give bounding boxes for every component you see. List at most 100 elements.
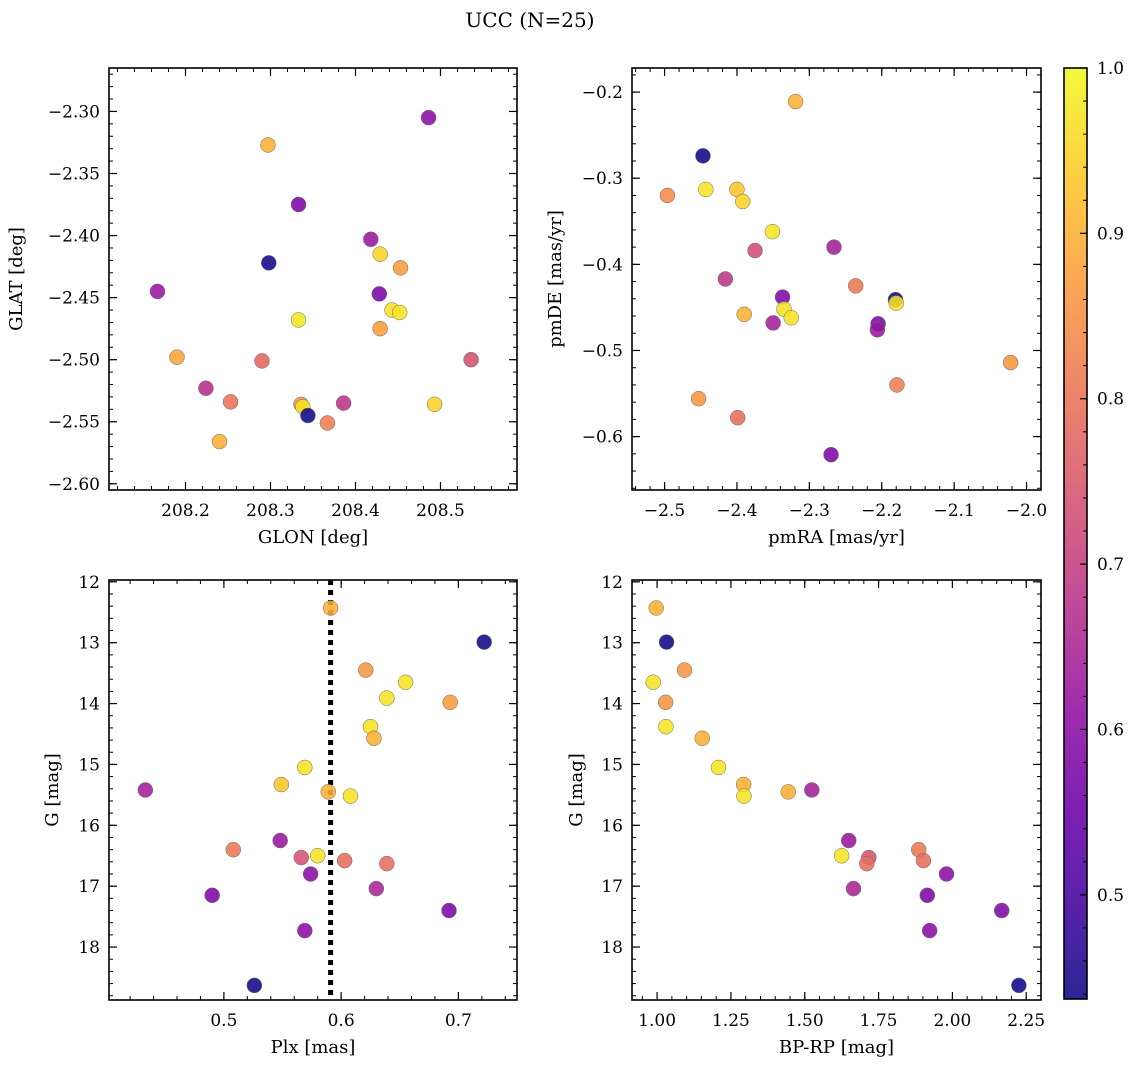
data-point xyxy=(690,390,707,407)
data-point xyxy=(889,377,905,393)
y-tick-label: −2.35 xyxy=(48,165,100,185)
x-tick-label: 2.00 xyxy=(933,1011,971,1031)
data-point xyxy=(658,634,675,650)
data-point xyxy=(915,852,932,869)
data-point xyxy=(273,776,290,793)
scatter-points xyxy=(137,600,492,994)
x-tick-label: −2.0 xyxy=(1006,501,1047,521)
x-tick-label: −2.3 xyxy=(789,501,830,521)
data-point xyxy=(358,662,374,678)
x-tick-label: 1.50 xyxy=(786,1011,824,1031)
data-point xyxy=(379,690,395,706)
y-tick-label: 16 xyxy=(601,816,623,836)
y-tick-label: −0.4 xyxy=(582,255,623,275)
x-tick-label: −2.1 xyxy=(933,501,974,521)
axes-frame xyxy=(108,67,518,491)
data-point xyxy=(919,887,936,904)
data-point xyxy=(764,223,781,240)
data-point xyxy=(320,784,336,800)
data-point xyxy=(823,446,839,463)
data-point xyxy=(648,600,664,616)
x-axis-label: GLON [deg] xyxy=(258,527,368,548)
colorbar-tick-label: 0.8 xyxy=(1097,390,1124,410)
x-tick-label: 1.25 xyxy=(712,1011,750,1031)
data-point xyxy=(888,295,904,311)
scatter-points xyxy=(149,109,479,450)
data-point xyxy=(826,239,842,255)
data-point xyxy=(319,415,336,431)
x-tick-label: 1.75 xyxy=(860,1011,898,1031)
data-point xyxy=(729,409,746,426)
data-point xyxy=(717,271,734,287)
x-tick-label: 0.5 xyxy=(210,1011,237,1031)
colorbar-gradient xyxy=(1064,68,1087,999)
data-point xyxy=(710,759,727,776)
y-tick-label: −0.3 xyxy=(582,169,623,189)
data-point xyxy=(198,380,214,396)
data-point xyxy=(302,866,319,882)
y-axis-label: pmDE [mas/yr] xyxy=(545,210,566,348)
y-tick-label: 17 xyxy=(601,877,623,897)
data-point xyxy=(783,310,800,326)
y-tick-label: 16 xyxy=(78,816,100,836)
x-tick-label: 208.5 xyxy=(416,501,465,521)
data-point xyxy=(938,866,955,882)
data-point xyxy=(379,855,395,872)
y-tick-label: 13 xyxy=(78,634,100,654)
data-point xyxy=(290,196,307,213)
colorbar: 0.5 0.6 0.7 0.8 0.9 1.0 xyxy=(1063,59,1124,1000)
x-tick-label: 1.00 xyxy=(638,1011,676,1031)
colorbar-tick-label: 1.0 xyxy=(1097,59,1124,79)
axes-frame xyxy=(108,579,518,1001)
data-point xyxy=(204,887,220,904)
y-tick-label: 12 xyxy=(78,573,100,593)
data-point xyxy=(645,674,662,691)
data-point xyxy=(322,600,339,616)
data-point xyxy=(841,832,857,849)
data-point xyxy=(658,718,674,735)
y-tick-label: −0.5 xyxy=(582,341,623,361)
data-point xyxy=(441,902,457,919)
data-point xyxy=(368,880,385,897)
data-point xyxy=(657,694,674,711)
data-point xyxy=(397,674,414,691)
data-point xyxy=(1002,354,1019,371)
axes-frame xyxy=(631,579,1042,1001)
y-tick-label: 14 xyxy=(601,695,623,715)
y-tick-label: 18 xyxy=(78,938,100,958)
data-point xyxy=(736,788,752,804)
data-point xyxy=(300,407,316,424)
x-tick-label: 208.3 xyxy=(246,501,295,521)
colorbar-tick-label: 0.9 xyxy=(1097,224,1124,244)
data-point xyxy=(392,260,409,276)
panel-top-left: 208.2 208.3 208.4 208.5 −2.30 −2.35 −2.40 −2.45… xyxy=(6,67,518,548)
data-point xyxy=(442,694,458,711)
data-point xyxy=(309,847,326,864)
panel-bottom-left: 0.5 0.6 0.7 12 13 14 15 16 17 18 Plx [mas] G [mag] xyxy=(42,573,518,1058)
data-point xyxy=(1011,977,1027,994)
y-tick-label: 18 xyxy=(601,938,623,958)
x-tick-label: 208.2 xyxy=(161,501,210,521)
data-point xyxy=(336,852,353,869)
x-axis-label: Plx [mas] xyxy=(271,1037,356,1058)
data-point xyxy=(342,788,359,804)
data-point xyxy=(372,320,388,337)
y-tick-label: 15 xyxy=(601,755,623,775)
data-point xyxy=(420,109,437,126)
data-point xyxy=(169,349,185,365)
data-point xyxy=(747,242,763,259)
data-point xyxy=(736,306,752,323)
y-tick-label: 13 xyxy=(601,634,623,654)
data-point xyxy=(272,832,288,849)
y-axis-label: G [mag] xyxy=(566,753,587,826)
y-tick-label: −2.60 xyxy=(48,475,100,495)
y-tick-label: 15 xyxy=(78,755,100,775)
data-point xyxy=(833,847,850,864)
data-point xyxy=(290,312,307,328)
y-tick-label: −2.45 xyxy=(48,289,100,309)
data-point xyxy=(372,246,388,262)
data-point xyxy=(659,187,676,204)
panel-bottom-right: 1.00 1.25 1.50 1.75 2.00 2.25 12 13 14 15 16 17 18 BP… xyxy=(566,573,1045,1058)
data-point xyxy=(463,351,479,368)
